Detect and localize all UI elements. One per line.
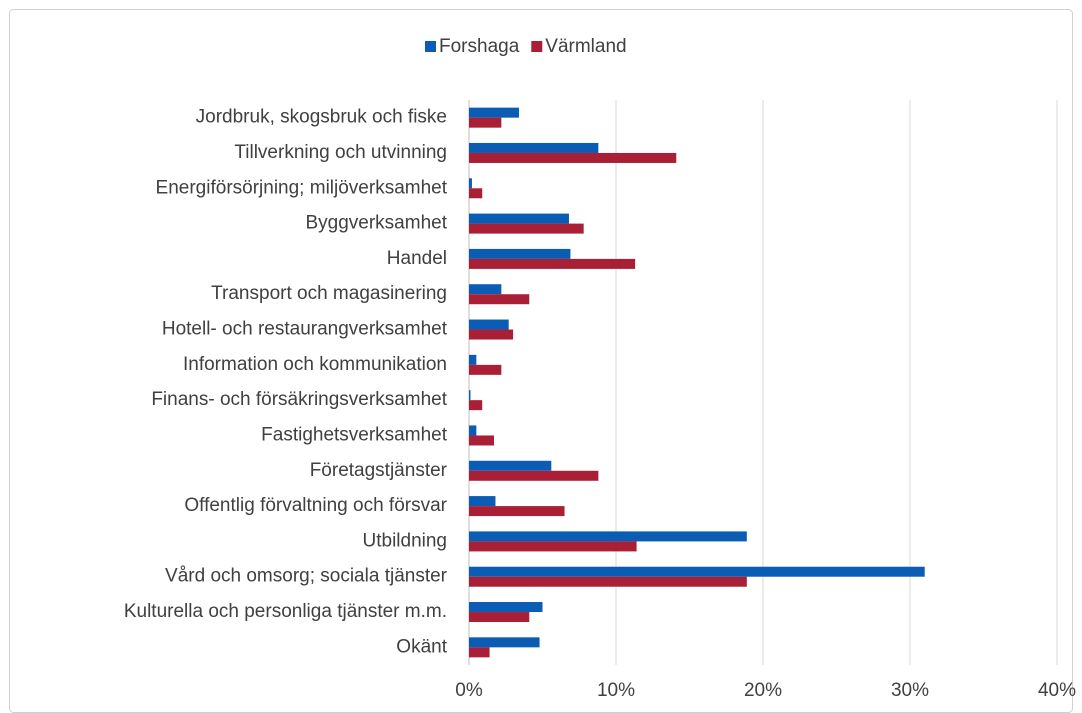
bar <box>469 496 496 507</box>
bar <box>469 248 571 259</box>
bar <box>469 319 509 330</box>
bar <box>469 152 677 163</box>
bar <box>469 294 530 305</box>
bar <box>469 576 747 587</box>
legend-label: Värmland <box>545 36 626 57</box>
bar <box>469 460 552 471</box>
bar <box>469 329 514 340</box>
bar <box>469 400 483 411</box>
x-tick-label: 0% <box>455 680 483 701</box>
bar <box>469 531 747 542</box>
y-tick-label: Jordbruk, skogsbruk och fiske <box>196 107 447 128</box>
legend-label: Forshaga <box>439 36 520 57</box>
bar <box>469 612 530 623</box>
bar <box>469 435 494 446</box>
y-tick-label: Energiförsörjning; miljöverksamhet <box>156 177 448 198</box>
x-tick-label: 20% <box>744 680 782 701</box>
bar <box>469 107 519 118</box>
x-tick-label: 30% <box>891 680 929 701</box>
bar <box>469 284 502 295</box>
y-tick-label: Transport och magasinering <box>211 283 447 304</box>
y-tick-label: Fastighetsverksamhet <box>261 424 448 445</box>
bar <box>469 223 584 234</box>
bar <box>469 178 472 189</box>
bar <box>469 506 565 517</box>
y-tick-label: Vård och omsorg; sociala tjänster <box>165 566 448 587</box>
bar <box>469 188 483 199</box>
y-tick-label: Kulturella och personliga tjänster m.m. <box>124 601 447 622</box>
y-tick-label: Offentlig förvaltning och försvar <box>184 495 447 516</box>
y-tick-label: Okänt <box>396 636 447 657</box>
bar <box>469 637 540 648</box>
y-tick-label: Utbildning <box>363 530 448 551</box>
bar <box>469 258 636 269</box>
x-tick-label: 10% <box>597 680 635 701</box>
y-tick-label: Byggverksamhet <box>305 213 447 234</box>
y-tick-label: Tillverkning och utvinning <box>234 142 447 163</box>
y-tick-label: Information och kommunikation <box>183 354 447 375</box>
bar <box>469 470 599 481</box>
bar <box>469 602 543 613</box>
bar <box>469 390 471 401</box>
y-tick-label: Hotell- och restaurangverksamhet <box>162 319 448 340</box>
y-tick-label: Företagstjänster <box>310 460 448 481</box>
bar <box>469 142 599 153</box>
bar <box>469 364 502 375</box>
bar <box>469 541 637 552</box>
y-tick-label: Finans- och försäkringsverksamhet <box>151 389 447 410</box>
legend-swatch <box>425 41 436 52</box>
bar <box>469 354 477 365</box>
bar <box>469 425 477 436</box>
bar <box>469 213 569 224</box>
bar <box>469 566 925 577</box>
bar <box>469 117 502 128</box>
bar <box>469 647 490 658</box>
legend-swatch <box>531 41 543 52</box>
x-tick-label: 40% <box>1038 680 1076 701</box>
y-tick-label: Handel <box>387 248 447 269</box>
